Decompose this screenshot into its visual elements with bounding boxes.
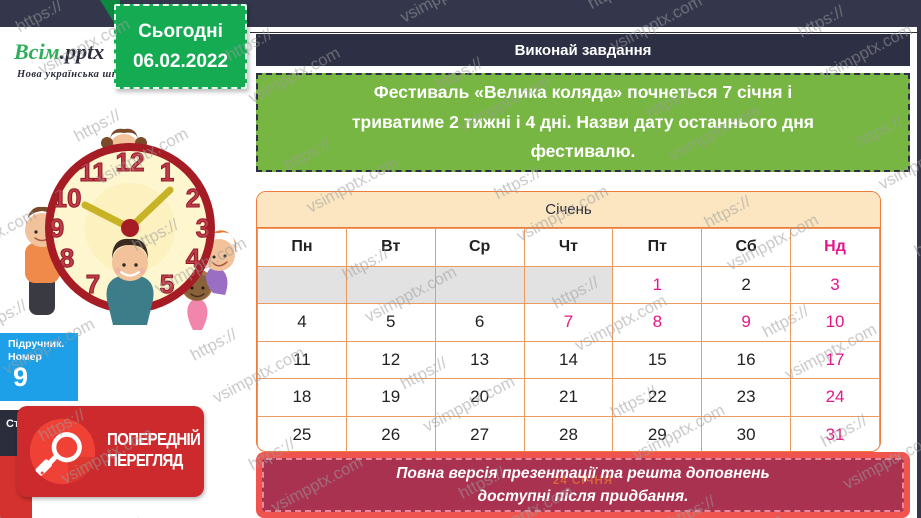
svg-text:3: 3 [196, 213, 210, 243]
svg-text:4: 4 [186, 243, 201, 273]
svg-text:7: 7 [86, 269, 100, 299]
svg-text:8: 8 [60, 243, 74, 273]
svg-text:10: 10 [53, 183, 82, 213]
svg-text:12: 12 [116, 147, 145, 177]
svg-text:5: 5 [160, 269, 174, 299]
svg-text:2: 2 [186, 183, 200, 213]
svg-text:9: 9 [50, 213, 64, 243]
svg-text:11: 11 [79, 157, 107, 187]
svg-text:1: 1 [160, 157, 174, 187]
